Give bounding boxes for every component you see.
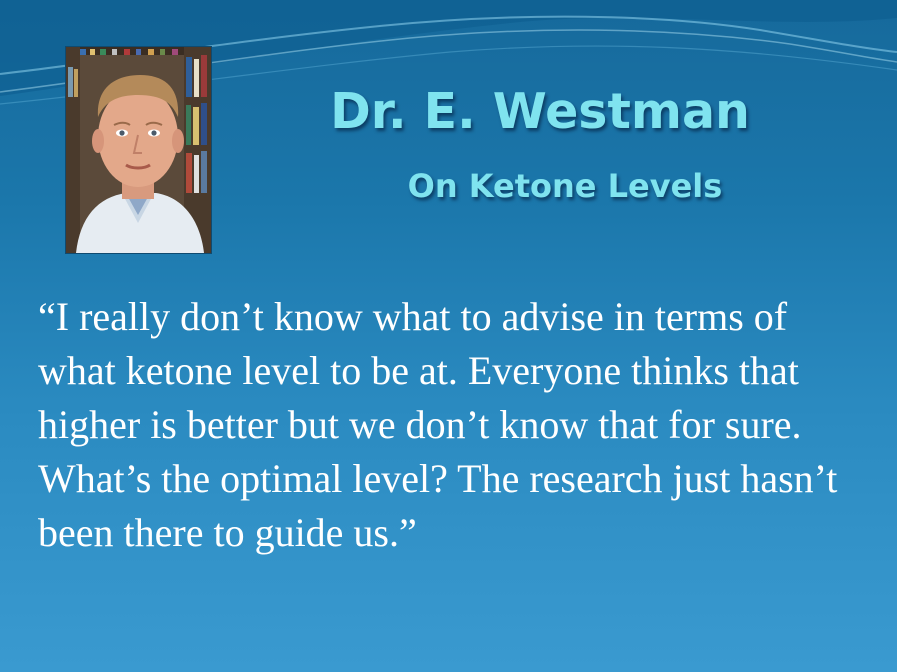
quote-text: “I really don’t know what to advise in t… — [38, 294, 838, 555]
slide-title: Dr. E. Westman — [330, 83, 750, 140]
portrait-illustration — [66, 47, 211, 253]
speaker-photo — [65, 46, 212, 254]
slide-subtitle: On Ketone Levels — [407, 167, 723, 205]
